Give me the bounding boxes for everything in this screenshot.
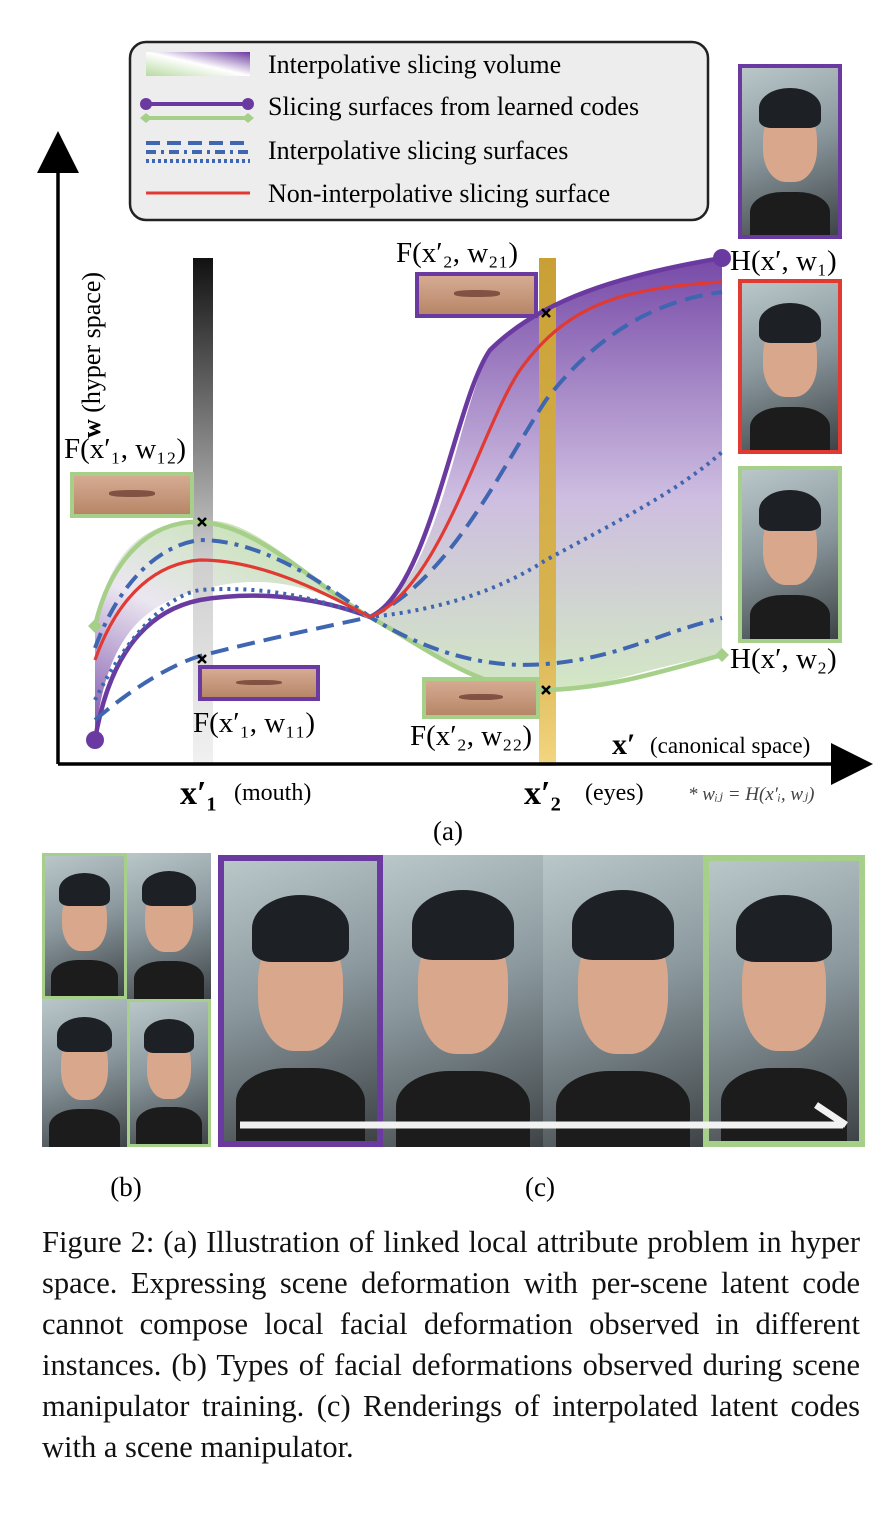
crop-x2-w22 [422, 677, 540, 719]
figure-2a-diagram: Interpolative slicing volume Slicing sur… [37, 40, 873, 1202]
crop-x1-w11 [198, 665, 320, 701]
x2-slice-bar [539, 258, 556, 766]
y-axis-label: w (hyper space) [77, 272, 106, 438]
learned-w2-start-point [88, 619, 102, 633]
panel-label-b: (b) [110, 1172, 141, 1202]
panel-label-c: (c) [525, 1172, 555, 1202]
deformation-sample-1 [42, 853, 127, 999]
annotation-f-x2-w22: F(x′₂, w₂₂) [410, 720, 532, 752]
learned-surface-w1 [92, 255, 723, 741]
deformation-sample-4 [127, 999, 211, 1147]
x1-tick-note: (mouth) [234, 780, 311, 806]
legend-noninterp-label: Non-interpolative slicing surface [268, 179, 610, 208]
y-label-rest: (hyper space) [77, 272, 106, 419]
annotation-h-w1: H(x′, w₁) [730, 245, 837, 277]
portrait-w1 [738, 64, 842, 239]
portrait-noninterp [738, 279, 842, 454]
interpolation-frame-3 [543, 855, 703, 1147]
legend-box [128, 40, 710, 222]
legend-learned-label: Slicing surfaces from learned codes [268, 92, 639, 121]
x2-tick-note: (eyes) [585, 780, 644, 806]
footnote-formula: * wᵢⱼ = H(x′ᵢ, wⱼ) [688, 784, 814, 805]
y-label-bold: w [77, 419, 106, 438]
x-axis-label-rest: (canonical space) [650, 733, 810, 758]
interp-surface-dashed [93, 290, 723, 722]
legend-swatch-volume [146, 52, 250, 76]
panel-label-a: (a) [433, 816, 463, 846]
legend-volume-label: Interpolative slicing volume [268, 50, 561, 79]
legend: Interpolative slicing volume Slicing sur… [128, 40, 710, 222]
x-axis-label-bold: x′ [612, 728, 635, 761]
x1-tick-label: x′₁ [180, 775, 217, 812]
x2-tick-label: x′₂ [524, 775, 561, 812]
annotation-f-x1-w11: F(x′₁, w₁₁) [193, 707, 315, 739]
annotation-h-w2: H(x′, w₂) [730, 643, 837, 675]
svg-text:w (hyper space): w (hyper space) [77, 272, 106, 438]
slice-markers [197, 308, 551, 695]
learned-w1-end-point [713, 249, 731, 267]
interpolation-frame-2 [383, 855, 543, 1147]
portrait-w2 [738, 466, 842, 643]
interpolation-frame-4 [703, 855, 865, 1147]
interpolation-frame-1 [218, 855, 383, 1147]
annotation-f-x1-w12: F(x′₁, w₁₂) [64, 433, 186, 465]
annotation-f-x2-w21: F(x′₂, w₂₁) [396, 237, 518, 269]
crop-x2-w21 [415, 272, 538, 318]
interpolative-volume-left [95, 520, 370, 740]
x1-slice-bar [193, 258, 213, 766]
learned-w2-end-point [715, 648, 729, 662]
non-interp-surface [93, 280, 723, 661]
learned-w1-start-point [86, 731, 104, 749]
figure-caption: Figure 2: (a) Illustration of linked loc… [42, 1225, 860, 1464]
legend-interp-label: Interpolative slicing surfaces [268, 136, 568, 165]
deformation-sample-3 [42, 999, 127, 1147]
deformation-sample-2 [127, 853, 211, 999]
interpolation-arrow [240, 1102, 848, 1129]
crop-x1-w12 [70, 472, 194, 518]
